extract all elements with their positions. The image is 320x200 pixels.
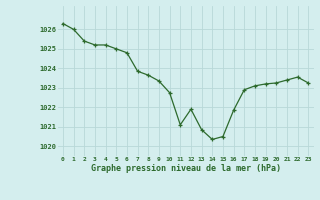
X-axis label: Graphe pression niveau de la mer (hPa): Graphe pression niveau de la mer (hPa) [91, 164, 281, 173]
